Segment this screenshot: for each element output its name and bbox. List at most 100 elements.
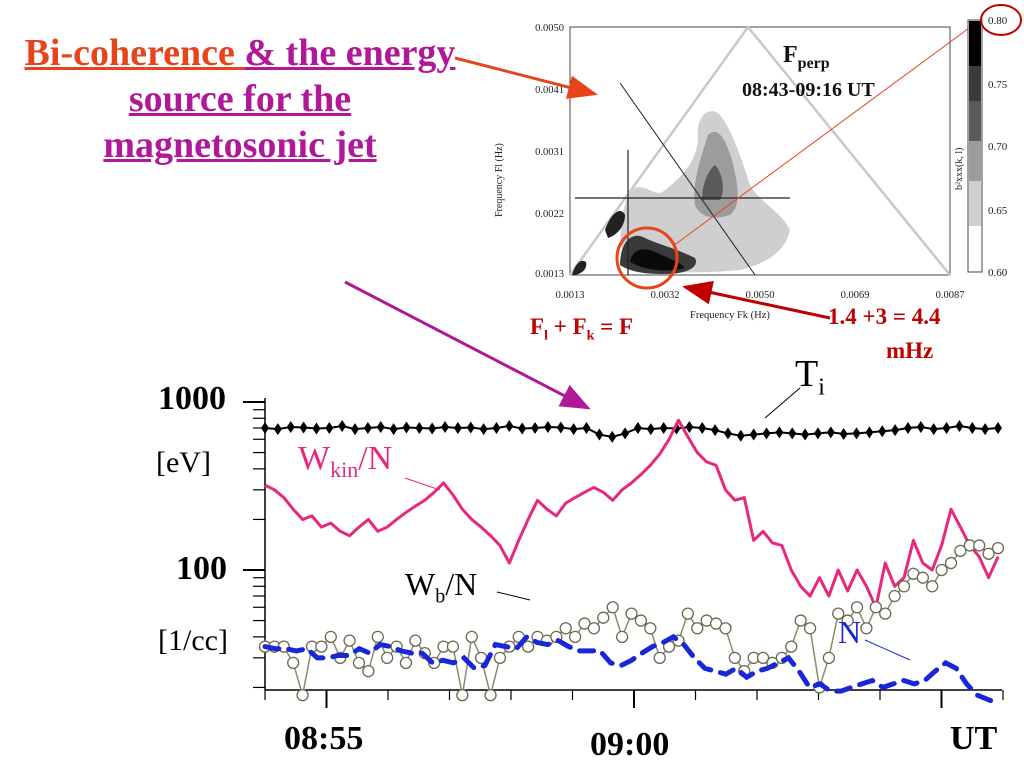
y-tick-100: 100: [176, 550, 227, 587]
colorbar: 0.80 0.75 0.70 0.65 0.60 b²xxx(k, l): [954, 4, 1022, 279]
wb-point: [653, 651, 666, 664]
x-tick-0032: 0.0032: [651, 290, 680, 301]
x-tick-0900: 09:00: [590, 726, 670, 763]
wb-point: [606, 601, 619, 614]
wb-label-rest: /N: [445, 566, 478, 602]
arrow-to-circle: [682, 280, 831, 320]
ti-point: [968, 422, 977, 435]
colorbar-label: b²xxx(k, l): [954, 148, 965, 190]
ti-point: [813, 427, 822, 440]
wb-point: [446, 640, 460, 653]
ti-point: [955, 419, 964, 432]
peak-leader-line: [672, 19, 981, 247]
wb-point: [888, 589, 901, 603]
cbar-tick-075: 0.75: [988, 79, 1008, 91]
ti-point: [865, 426, 874, 439]
wb-point: [850, 601, 864, 614]
ti-point: [312, 422, 321, 435]
ev-unit-label: [eV]: [156, 446, 211, 479]
wb-point: [756, 651, 770, 664]
wb-point: [615, 630, 629, 644]
ti-point: [994, 422, 1002, 435]
colorbar-band-4: [969, 141, 981, 181]
formula-plus: +: [547, 314, 573, 339]
ti-point: [518, 422, 527, 435]
wb-point: [897, 580, 911, 593]
wb-label: Wb/N: [405, 566, 477, 608]
ti-leader: [764, 387, 801, 419]
wb-point: [568, 630, 582, 644]
ti-line: [264, 424, 999, 438]
series-n: [262, 633, 1001, 707]
ti-point: [531, 422, 540, 435]
ti-point: [441, 420, 450, 433]
ti-point: [775, 426, 784, 439]
wb-point: [691, 622, 704, 635]
wb-point: [841, 614, 854, 627]
eperp-sub: perp: [798, 55, 830, 72]
formula-rest: = F: [594, 314, 634, 339]
wb-point: [521, 640, 535, 653]
wb-point: [484, 688, 497, 702]
ti-point: [415, 422, 424, 435]
wb-point: [587, 622, 601, 635]
heatmap-y-ticks: 0.0050 0.0041 0.0031 0.0022 0.0013: [535, 23, 564, 280]
ti-point: [453, 422, 462, 435]
wb-leader: [496, 591, 531, 601]
n-label: N: [838, 614, 862, 650]
ti-point: [505, 419, 514, 432]
ti-point: [852, 427, 861, 440]
wb-point: [991, 541, 1005, 555]
ti-point: [608, 430, 617, 443]
wb-point: [399, 656, 413, 670]
ti-point: [711, 424, 720, 437]
frequency-sum-formula: Fl + Fk = F: [530, 314, 633, 345]
ti-point: [736, 429, 745, 442]
diagonal-line: [619, 82, 756, 276]
wb-point: [381, 651, 394, 664]
wb-point: [315, 640, 328, 653]
wb-point: [681, 607, 695, 620]
bicoherence-figure: 0.0050 0.0041 0.0031 0.0022 0.0013 Frequ…: [494, 4, 1022, 321]
wb-point: [352, 656, 366, 670]
ti-point: [582, 422, 591, 435]
wkin-label-sub: kin: [330, 456, 359, 482]
ti-point: [981, 423, 990, 436]
ti-point: [788, 427, 797, 440]
ti-point: [428, 422, 437, 435]
x-axis-ut-label: UT: [950, 720, 998, 757]
sum-value: 1.4 +3 = 4.4: [828, 304, 941, 329]
ti-point: [479, 423, 488, 436]
wkin-label-main: W: [298, 440, 331, 477]
ti-point: [878, 425, 887, 438]
x-tick-0855: 08:55: [284, 720, 364, 757]
wb-point: [785, 640, 798, 653]
wb-point: [822, 651, 835, 664]
colorbar-band-1: [969, 21, 981, 66]
wb-point: [982, 547, 995, 560]
ti-point: [646, 423, 655, 436]
wb-point: [794, 614, 807, 627]
cbar-tick-060: 0.60: [988, 267, 1008, 279]
ti-point: [376, 420, 385, 433]
wb-point: [597, 611, 610, 624]
ti-point: [839, 427, 848, 440]
heatmap-corner: [572, 260, 587, 275]
ti-point: [363, 422, 372, 435]
eperp-label: Fperp: [783, 42, 830, 72]
wb-point: [296, 688, 309, 702]
y-tick-0013: 0.0013: [535, 269, 564, 280]
colorbar-ticks: 0.80 0.75 0.70 0.65 0.60: [988, 15, 1008, 279]
wkin-leader: [404, 477, 441, 491]
wb-point: [324, 630, 337, 644]
ti-point: [466, 421, 475, 434]
colorbar-max-circle: [980, 4, 1022, 36]
ti-point: [261, 422, 269, 435]
wb-point: [728, 651, 742, 664]
x-tick-0013: 0.0013: [556, 290, 585, 301]
ti-label-sub: i: [818, 374, 825, 401]
heatmap-ylabel: Frequency Fl (Hz): [494, 143, 505, 217]
y-tick-0041: 0.0041: [535, 85, 564, 96]
ti-point: [338, 419, 347, 432]
ti-point: [942, 422, 951, 435]
